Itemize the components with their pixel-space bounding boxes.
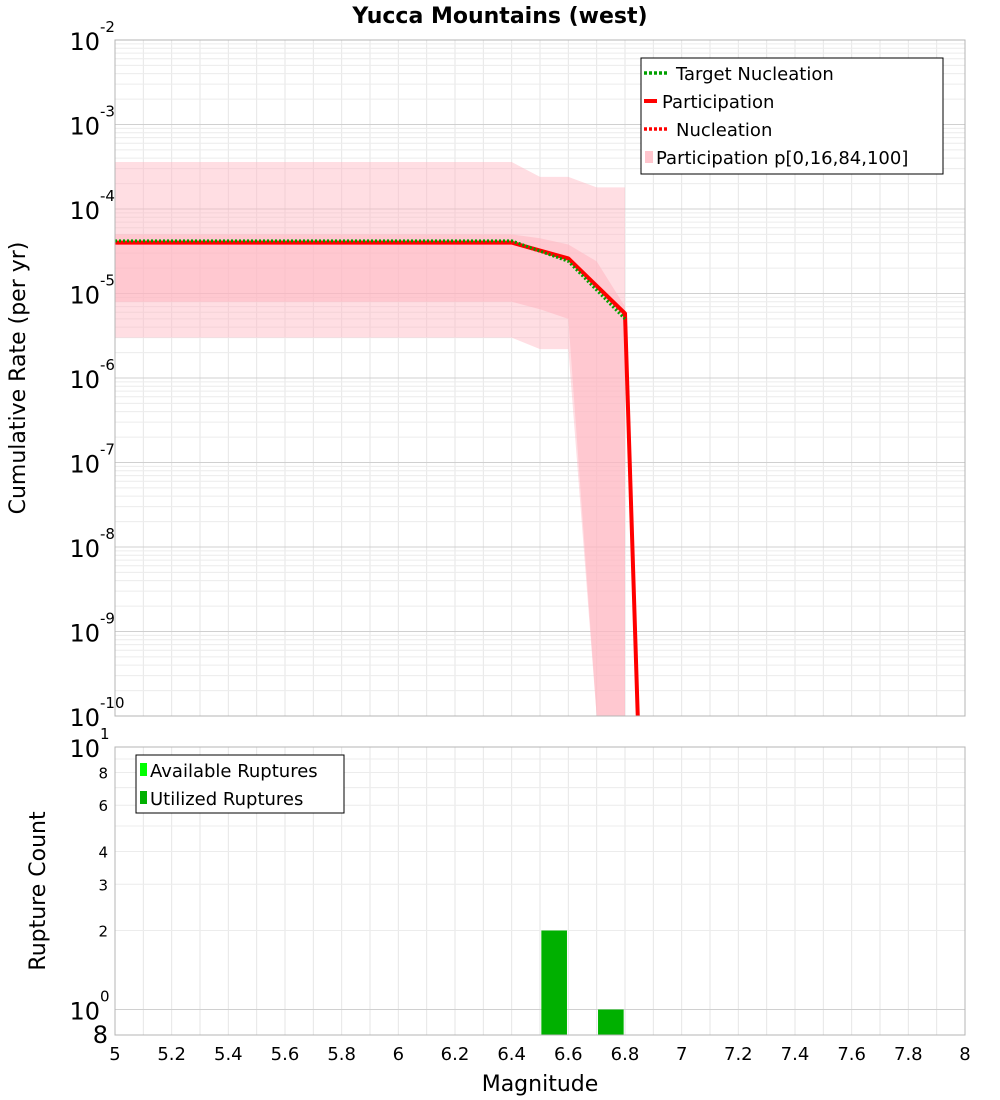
top-y-tick-base: 10: [69, 113, 100, 141]
x-tick-label: 7.6: [837, 1044, 866, 1065]
legend-swatch-available-ruptures: [140, 763, 147, 776]
x-tick-label: 6: [393, 1044, 404, 1065]
legend-label-participation-band: Participation p[0,16,84,100]: [656, 148, 908, 169]
chart-title: Yucca Mountains (west): [351, 4, 647, 29]
top-y-tick-base: 10: [69, 28, 100, 56]
bar-utilized-ruptures: [541, 930, 567, 1035]
bottom-legend: Available Ruptures Utilized Ruptures: [135, 754, 345, 814]
top-y-tick-base: 10: [69, 366, 100, 394]
legend-label-target-nucleation: Target Nucleation: [675, 64, 834, 85]
bottom-y-minor-tick-label: 8: [93, 1021, 108, 1049]
bottom-y-tick-base: 10: [69, 735, 100, 763]
bottom-legend-box: [135, 754, 345, 814]
legend-label-utilized-ruptures: Utilized Ruptures: [150, 789, 303, 810]
top-y-tick-exponent: -2: [100, 18, 115, 36]
top-y-tick-exponent: -6: [100, 356, 115, 374]
x-tick-label: 6.2: [441, 1044, 470, 1065]
top-legend: Target Nucleation Participation Nucleati…: [640, 57, 944, 175]
top-y-tick-base: 10: [69, 704, 100, 732]
top-y-tick-base: 10: [69, 451, 100, 479]
series-line-target-nucleation: [115, 239, 627, 320]
bottom-y-minor-tick-label: 2: [98, 923, 108, 941]
bottom-y-minor-tick-label: 8: [98, 764, 108, 782]
bottom-bars: [541, 930, 624, 1035]
x-tick-label: 7.2: [724, 1044, 753, 1065]
top-y-tick-base: 10: [69, 535, 100, 563]
top-plot-frame: [114, 39, 966, 717]
top-y-tick-exponent: -10: [100, 694, 125, 712]
x-tick-label: 6.4: [497, 1044, 526, 1065]
legend-label-participation: Participation: [662, 92, 774, 113]
top-grid: [114, 40, 966, 717]
legend-swatch-utilized-ruptures: [140, 791, 147, 804]
top-y-tick-exponent: -3: [100, 103, 115, 121]
top-y-tick-base: 10: [69, 197, 100, 225]
x-tick-label: 5.8: [327, 1044, 356, 1065]
top-y-tick-exponent: -8: [100, 525, 115, 543]
top-bands: [115, 161, 625, 716]
top-lines: [115, 239, 640, 717]
x-tick-label: 6.6: [554, 1044, 583, 1065]
top-legend-box: [640, 57, 944, 175]
bottom-grid: [114, 747, 966, 1035]
bottom-y-tick-exponent: 1: [100, 725, 110, 743]
bar-utilized-ruptures: [598, 1009, 624, 1035]
top-y-tick-exponent: -9: [100, 610, 115, 628]
bottom-y-minor-tick-label: 3: [98, 876, 108, 894]
x-tick-label: 5.4: [214, 1044, 243, 1065]
bottom-y-axis-label: Rupture Count: [26, 811, 51, 971]
x-tick-label: 5: [109, 1044, 120, 1065]
x-tick-label: 7.4: [781, 1044, 810, 1065]
bottom-y-tick-exponent: 0: [100, 988, 110, 1006]
x-tick-label: 5.6: [271, 1044, 300, 1065]
bottom-y-tick-base: 10: [69, 998, 100, 1026]
x-tick-label: 8: [959, 1044, 970, 1065]
legend-swatch-participation-band: [645, 151, 653, 163]
x-tick-label: 7.8: [894, 1044, 923, 1065]
x-tick-label: 5.2: [157, 1044, 186, 1065]
x-tick-label: 6.8: [611, 1044, 640, 1065]
top-y-tick-base: 10: [69, 282, 100, 310]
top-y-tick-exponent: -5: [100, 272, 115, 290]
participation-band-inner: [115, 234, 625, 716]
top-y-tick-base: 10: [69, 620, 100, 648]
bottom-y-minor-tick-label: 4: [98, 843, 108, 861]
top-y-axis-label: Cumulative Rate (per yr): [6, 242, 31, 515]
x-tick-labels: 5 5.2 5.4 5.6 5.8 6 6.2 6.4 6.6 6.8 7 7.2 7.4 7.6 7.8 8: [109, 1044, 970, 1065]
x-tick-label: 7: [676, 1044, 687, 1065]
bottom-y-minor-tick-label: 6: [98, 797, 108, 815]
legend-label-available-ruptures: Available Ruptures: [150, 761, 318, 782]
top-y-tick-exponent: -7: [100, 441, 115, 459]
bottom-plot-frame: [114, 746, 966, 1036]
x-axis-label: Magnitude: [482, 1072, 599, 1097]
legend-label-nucleation: Nucleation: [676, 120, 772, 141]
top-y-tick-exponent: -4: [100, 187, 115, 205]
